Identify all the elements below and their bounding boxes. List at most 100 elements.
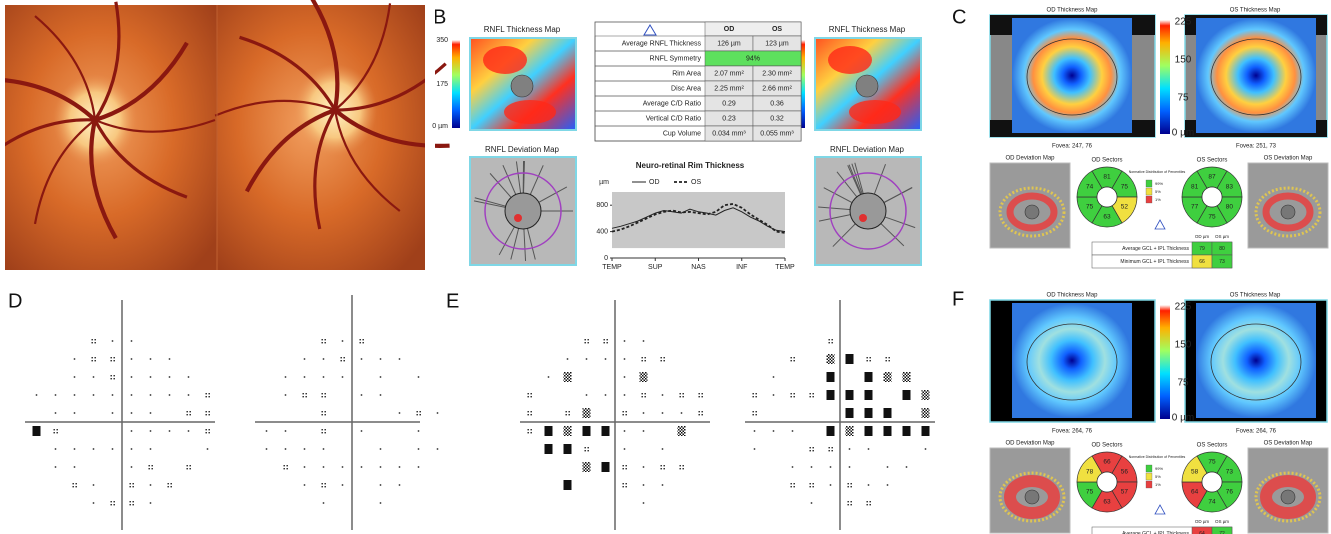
defect-dot — [206, 429, 207, 430]
point — [93, 502, 95, 504]
defect — [859, 214, 867, 222]
defect-dot — [832, 339, 833, 340]
sector-value: 52 — [1121, 204, 1129, 211]
defect-dot — [756, 411, 757, 412]
point — [380, 394, 382, 396]
sector-value: 66 — [1103, 459, 1111, 466]
defect-symbol — [545, 426, 553, 436]
optic-cup — [511, 75, 533, 97]
sector-value: 74 — [1086, 184, 1094, 191]
defect-dot — [363, 342, 364, 343]
defect-dot — [699, 393, 700, 394]
point — [586, 394, 588, 396]
table-cell: 126 µm — [717, 40, 741, 47]
defect-dot — [699, 396, 700, 397]
panel-label: D — [8, 290, 22, 312]
x-tick-label: TEMP — [775, 264, 795, 271]
point — [380, 466, 382, 468]
point — [792, 466, 794, 468]
defect-dot — [531, 432, 532, 433]
sector-value: 75 — [1086, 489, 1094, 496]
defect-dot — [171, 483, 172, 484]
point — [207, 448, 209, 450]
point — [792, 430, 794, 432]
label: OS Deviation Map — [1264, 441, 1313, 447]
defect-dot — [168, 483, 169, 484]
table-cell: 0.29 — [722, 100, 736, 107]
point — [773, 430, 775, 432]
defect-dot — [851, 501, 852, 502]
defect-dot — [661, 468, 662, 469]
point — [323, 358, 325, 360]
defect-dot — [287, 468, 288, 469]
content: ABCDEFRNFL Thickness Map3501750 µmRNFL T… — [0, 0, 1328, 534]
defect-dot — [870, 357, 871, 358]
defect-dot — [168, 486, 169, 487]
defect-dot — [683, 396, 684, 397]
defect-dot — [680, 396, 681, 397]
defect-symbol — [602, 462, 610, 472]
defect-dot — [664, 357, 665, 358]
table-cell: 0.32 — [770, 115, 784, 122]
rnfl-bundle — [828, 46, 872, 74]
table-cell: Cup Volume — [663, 130, 701, 137]
defect-symbol — [865, 426, 873, 436]
defect-dot — [623, 486, 624, 487]
rnfl-bundle — [504, 100, 556, 124]
legend-label: 99% — [1155, 466, 1163, 471]
legend-title: Normative Distribution of Percentiles — [1129, 455, 1186, 459]
table-cell: 123 µm — [765, 40, 789, 47]
defect-dot — [794, 357, 795, 358]
defect-dot — [680, 465, 681, 466]
defect-dot — [813, 447, 814, 448]
defect-dot — [360, 342, 361, 343]
point — [323, 448, 325, 450]
defect-dot — [531, 396, 532, 397]
defect-dot — [813, 483, 814, 484]
table-cell: RNFL Symmetry — [650, 55, 702, 62]
defect-dot — [130, 483, 131, 484]
point — [131, 412, 133, 414]
panel-label: E — [446, 290, 459, 312]
defect-dot — [95, 360, 96, 361]
point — [380, 376, 382, 378]
point — [418, 430, 420, 432]
point — [150, 430, 152, 432]
table-header: OD µm — [1195, 519, 1210, 524]
defect-dot — [325, 483, 326, 484]
legend-swatch — [1146, 465, 1152, 472]
point — [93, 484, 95, 486]
table-cell: 66 — [1199, 259, 1205, 265]
label: RNFL Thickness Map — [829, 25, 906, 34]
defect-dot — [133, 483, 134, 484]
defect-dot — [206, 432, 207, 433]
defect-dot — [73, 486, 74, 487]
point — [418, 448, 420, 450]
defect-dot — [130, 501, 131, 502]
table-cell: 79 — [1199, 246, 1205, 252]
point — [285, 376, 287, 378]
defect-dot — [111, 378, 112, 379]
point — [887, 484, 889, 486]
sector-value: 63 — [1103, 499, 1111, 506]
point — [754, 448, 756, 450]
defect-dot — [114, 504, 115, 505]
table-cell: 2.66 mm² — [762, 85, 792, 92]
sector-value: 83 — [1226, 184, 1234, 191]
y-tick-label: 400 — [596, 228, 608, 235]
defect-dot — [322, 486, 323, 487]
figure: ABCDEFRNFL Thickness Map3501750 µmRNFL T… — [0, 0, 1331, 534]
rnfl-bundle — [849, 100, 901, 124]
sector-value: 73 — [1226, 469, 1234, 476]
x-tick-label: TEMP — [602, 264, 622, 271]
fovea — [1281, 490, 1295, 504]
defect-dot — [325, 396, 326, 397]
point — [624, 394, 626, 396]
defect-dot — [306, 393, 307, 394]
warning-icon — [1155, 220, 1165, 229]
point — [150, 376, 152, 378]
defect-dot — [791, 360, 792, 361]
sector-value: 75 — [1121, 184, 1129, 191]
sector-center — [1097, 472, 1117, 492]
thickness-field — [1196, 303, 1316, 418]
